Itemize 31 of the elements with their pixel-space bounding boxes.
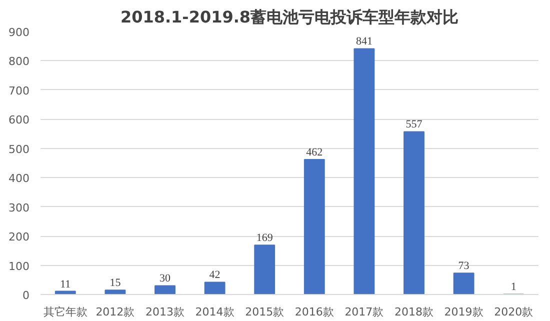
y-tick-label: 100 xyxy=(8,260,30,273)
x-tick-label: 2018款 xyxy=(394,306,434,318)
x-tick-label: 2012款 xyxy=(96,306,135,318)
y-tick-label: 0 xyxy=(22,289,30,302)
x-tick-label: 2014款 xyxy=(195,306,234,318)
data-label: 841 xyxy=(356,36,372,48)
data-label: 15 xyxy=(110,277,122,290)
x-tick-label: 2013款 xyxy=(146,306,185,318)
y-tick-label: 800 xyxy=(8,55,30,68)
x-tick-label: 2019款 xyxy=(444,306,484,318)
y-tick-label: 500 xyxy=(8,142,30,156)
y-tick-label: 400 xyxy=(8,172,30,186)
y-tick-label: 200 xyxy=(8,230,30,244)
x-tick-label: 2015款 xyxy=(245,306,284,318)
data-label: 1 xyxy=(510,281,516,294)
y-tick-label: 900 xyxy=(8,26,30,39)
data-label: 169 xyxy=(256,232,274,244)
y-tick-label: 600 xyxy=(8,114,30,127)
x-tick-label: 2020款 xyxy=(494,306,534,318)
data-label: 42 xyxy=(209,269,220,282)
data-label: 73 xyxy=(458,260,470,272)
data-label: 462 xyxy=(306,146,323,158)
x-tick-label: 2017款 xyxy=(344,306,384,318)
chart-title: 2018.1-2019.8蓄电池亏电投诉车型年款对比 xyxy=(120,8,459,26)
data-label: 557 xyxy=(406,118,423,131)
y-tick-label: 300 xyxy=(8,201,30,214)
y-tick-label: 700 xyxy=(8,84,30,98)
data-label: 11 xyxy=(60,278,71,290)
x-tick-label: 其它年款 xyxy=(43,306,88,318)
x-tick-label: 2016款 xyxy=(294,306,334,318)
data-label: 30 xyxy=(160,272,171,285)
